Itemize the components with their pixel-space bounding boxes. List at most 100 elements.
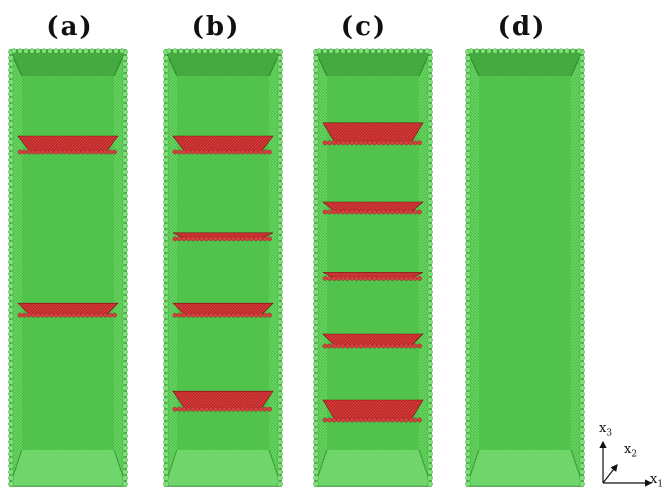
atom [381, 140, 386, 146]
atom [465, 325, 471, 331]
atom [163, 445, 169, 451]
atom [44, 312, 50, 318]
atom [579, 97, 585, 103]
atom [8, 55, 14, 61]
atom [122, 115, 128, 121]
atom [465, 421, 471, 427]
atom [372, 417, 377, 423]
atom [196, 48, 202, 54]
atom [240, 312, 245, 318]
atom [163, 427, 169, 433]
atom [277, 325, 283, 331]
atom [427, 319, 433, 325]
atom [163, 385, 169, 391]
atom [399, 140, 404, 146]
atom [504, 48, 510, 54]
atom [427, 139, 433, 145]
atom [334, 48, 340, 54]
atom [40, 312, 45, 318]
atom [340, 276, 346, 281]
atom [8, 133, 14, 139]
atom [427, 163, 433, 169]
atom [122, 253, 128, 259]
atom [163, 313, 169, 319]
atom [313, 355, 319, 361]
atom [277, 367, 283, 373]
atom [465, 181, 471, 187]
atom [277, 271, 283, 277]
atom [122, 259, 128, 265]
atom [399, 276, 404, 281]
atom [427, 109, 433, 115]
atom [381, 276, 386, 281]
atom [313, 409, 319, 415]
atom [163, 205, 169, 211]
atom [8, 181, 14, 187]
atom [277, 289, 283, 295]
atom [249, 236, 254, 242]
atom [85, 149, 90, 155]
atom [277, 127, 283, 133]
atom [208, 312, 214, 318]
atom [8, 79, 14, 85]
atom [427, 349, 433, 355]
atom [579, 289, 585, 295]
atom [122, 367, 128, 373]
atom [367, 417, 373, 423]
atom [522, 48, 528, 54]
atom [256, 48, 262, 54]
box-top-face [165, 50, 281, 76]
atom [217, 312, 223, 318]
red-layer-5 [322, 399, 424, 423]
atom [277, 463, 283, 469]
atom [8, 409, 14, 415]
atom [313, 169, 319, 175]
atom [8, 295, 14, 301]
atom [122, 475, 128, 481]
atom [277, 379, 283, 385]
atom [277, 439, 283, 445]
atom [163, 295, 169, 301]
atom [58, 149, 63, 155]
atom [579, 235, 585, 241]
atom [163, 361, 169, 367]
atom [163, 55, 169, 61]
atom [172, 406, 178, 412]
atom [427, 397, 433, 403]
atom [277, 103, 283, 109]
atom [258, 312, 263, 318]
atom [313, 253, 319, 259]
atom [358, 276, 364, 281]
atom [427, 481, 433, 487]
atom [186, 406, 191, 412]
atom [364, 48, 370, 54]
atom [579, 61, 585, 67]
atom [427, 271, 433, 277]
atom [8, 367, 14, 373]
atom [579, 55, 585, 61]
atom [313, 79, 319, 85]
atom [122, 481, 128, 487]
atom [277, 133, 283, 139]
atom [122, 205, 128, 211]
atom [122, 319, 128, 325]
atom [277, 475, 283, 481]
atom [579, 109, 585, 115]
atom [465, 265, 471, 271]
atom [267, 236, 272, 242]
atom [417, 276, 422, 281]
atom [122, 145, 128, 151]
atom [465, 403, 471, 409]
atom [579, 145, 585, 151]
atom [336, 417, 341, 423]
atom [163, 61, 169, 67]
atom [8, 361, 14, 367]
atom [465, 157, 471, 163]
atom [372, 343, 377, 349]
atom [277, 175, 283, 181]
atom [358, 209, 364, 215]
atom [35, 48, 41, 54]
atom [244, 406, 250, 412]
atom [354, 209, 359, 215]
atom [427, 151, 433, 157]
